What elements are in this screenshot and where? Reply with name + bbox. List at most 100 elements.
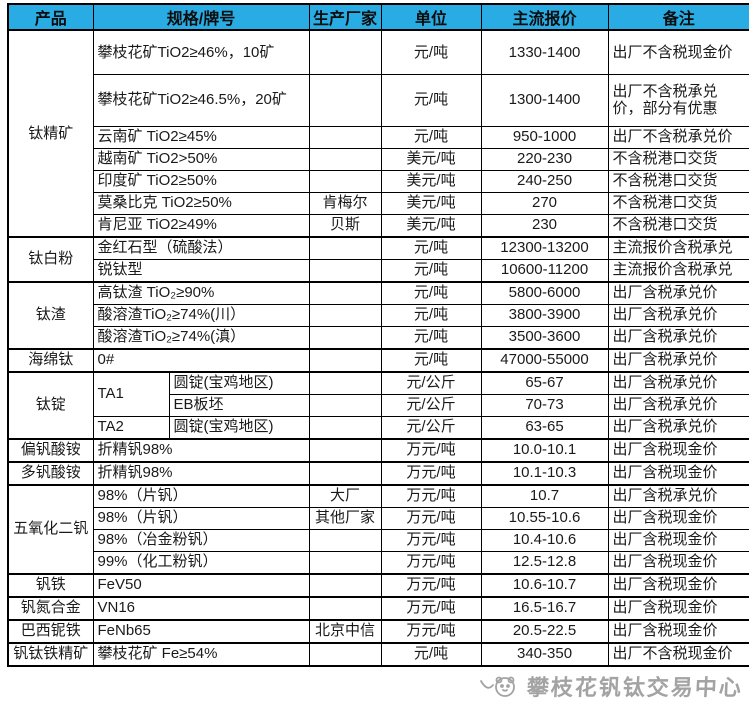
unit-cell: 美元/吨 xyxy=(380,191,482,215)
product-cell: 钒氮合金 xyxy=(7,595,94,620)
table-row: 钛白粉 金红石型（硫酸法） 元/吨 12300-13200 主流报价含税承兑 xyxy=(7,235,749,282)
price-cell: 10.0-10.1 xyxy=(480,437,609,462)
table-row: 锐钛型 元/吨 10600-11200 主流报价含税承兑 xyxy=(8,258,749,282)
table-row: 海绵钛 0# 元/吨 47000-55000 出厂含税承兑价 xyxy=(7,347,749,372)
price-cell: 65-67 xyxy=(480,370,609,395)
note-cell: 出厂含税承兑价 xyxy=(607,370,749,395)
price-cell: 230 xyxy=(480,213,609,237)
unit-cell: 元/吨 xyxy=(380,641,482,666)
spec-cell: 攀枝花矿 Fe≥54% xyxy=(92,641,310,666)
spec-shape-cell: 圆锭(宝鸡地区) xyxy=(168,415,310,439)
price-cell: 10.7 xyxy=(480,483,609,508)
manufacturer-cell xyxy=(308,528,382,552)
unit-cell: 元/吨 xyxy=(380,235,482,260)
spec-cell: 锐钛型 xyxy=(92,258,310,282)
unit-cell: 万元/吨 xyxy=(380,528,482,552)
unit-cell: 万元/吨 xyxy=(380,437,482,462)
table-row: 钒氮合金 VN16 万元/吨 16.5-16.7 出厂含税现金价 xyxy=(7,595,749,620)
manufacturer-cell xyxy=(308,235,382,260)
note-cell: 不含税港口交货 xyxy=(607,147,749,171)
price-cell: 1300-1400 xyxy=(480,73,609,127)
table-row: 巴西铌铁 FeNb65 北京中信 万元/吨 20.5-22.5 出厂含税现金价 xyxy=(7,618,749,643)
watermark-text: 攀枝花钒钛交易中心 xyxy=(526,674,744,700)
note-cell: 主流报价含税承兑 xyxy=(607,258,749,282)
manufacturer-cell xyxy=(308,325,382,349)
header-cell-spec: 规格/牌号 xyxy=(92,3,310,31)
unit-cell: 万元/吨 xyxy=(380,572,482,597)
product-cell: 钛白粉 xyxy=(7,235,94,282)
note-cell: 出厂含税承兑价 xyxy=(607,347,749,372)
manufacturer-cell xyxy=(308,393,382,417)
spec-cell: 攀枝花矿TiO2≥46%，10矿 xyxy=(92,29,310,75)
header-cell-unit: 单位 xyxy=(380,3,482,31)
note-cell: 出厂含税现金价 xyxy=(607,506,749,530)
product-cell: 钛渣 xyxy=(7,280,94,349)
manufacturer-cell xyxy=(308,125,382,149)
price-cell: 70-73 xyxy=(480,393,609,417)
price-cell: 220-230 xyxy=(480,147,609,171)
note-cell: 出厂含税承兑价 xyxy=(607,415,749,439)
price-cell: 12300-13200 xyxy=(480,235,609,260)
unit-cell: 万元/吨 xyxy=(380,595,482,620)
product-cell: 钒钛铁精矿 xyxy=(7,641,94,666)
table-row: 多钒酸铵 折精钒98% 万元/吨 10.1-10.3 出厂含税现金价 xyxy=(7,460,749,485)
unit-cell: 美元/吨 xyxy=(380,169,482,193)
manufacturer-cell: 北京中信 xyxy=(308,618,382,643)
manufacturer-cell xyxy=(308,415,382,439)
note-cell: 出厂含税承兑价 xyxy=(607,280,749,305)
unit-cell: 元/吨 xyxy=(380,258,482,282)
header-cell-note: 备注 xyxy=(607,3,749,31)
table-row: 钛锭 TA1 圆锭(宝鸡地区) 元/公斤 65-67 出厂含税承兑价 xyxy=(7,370,749,439)
manufacturer-cell: 肯梅尔 xyxy=(308,191,382,215)
table-row: 肯尼亚 TiO2≥49% 贝斯 美元/吨 230 不含税港口交货 xyxy=(8,213,749,237)
manufacturer-cell xyxy=(308,303,382,327)
price-cell: 1330-1400 xyxy=(480,29,609,75)
price-cell: 20.5-22.5 xyxy=(480,618,609,643)
product-cell: 海绵钛 xyxy=(7,347,94,372)
spec-cell: 越南矿 TiO2>50% xyxy=(92,147,310,171)
spec-grade-cell: TA1 xyxy=(92,370,170,417)
table-row: 钛渣 高钛渣 TiO₂≥90% 元/吨 5800-6000 出厂含税承兑价 xyxy=(7,280,749,349)
price-table: 产品 规格/牌号 生产厂家 单位 主流报价 备注 钛精矿 攀枝花矿TiO2≥46%… xyxy=(7,3,749,667)
manufacturer-cell: 其他厂家 xyxy=(308,506,382,530)
price-cell: 3800-3900 xyxy=(480,303,609,327)
price-cell: 5800-6000 xyxy=(480,280,609,305)
table-row: 酸溶渣TiO₂≥74%(滇） 元/吨 3500-3600 出厂含税承兑价 xyxy=(8,325,749,349)
manufacturer-cell xyxy=(308,29,382,75)
product-cell: 巴西铌铁 xyxy=(7,618,94,643)
unit-cell: 万元/吨 xyxy=(380,506,482,530)
price-cell: 16.5-16.7 xyxy=(480,595,609,620)
manufacturer-cell xyxy=(308,347,382,372)
price-cell: 63-65 xyxy=(480,415,609,439)
header-cell-price: 主流报价 xyxy=(480,3,609,31)
note-cell: 不含税港口交货 xyxy=(607,191,749,215)
header-cell-manufacturer: 生产厂家 xyxy=(308,3,382,31)
table-row: 五氧化二钒 98%（片钒） 大厂 万元/吨 10.7 出厂含税承兑价 xyxy=(7,483,749,574)
table-row: TA2 圆锭(宝鸡地区) 元/公斤 63-65 出厂含税承兑价 xyxy=(8,415,749,439)
note-cell: 出厂含税承兑价 xyxy=(607,303,749,327)
manufacturer-cell xyxy=(308,169,382,193)
table-row: 攀枝花矿TiO2≥46.5%，20矿 元/吨 1300-1400 出厂不含税承兑价，部… xyxy=(8,73,749,127)
price-cell: 950-1000 xyxy=(480,125,609,149)
unit-cell: 元/吨 xyxy=(380,29,482,75)
table-row: 钛精矿 攀枝花矿TiO2≥46%，10矿 元/吨 1330-1400 出厂不含税现金价 xyxy=(7,29,749,237)
spec-cell: VN16 xyxy=(92,595,310,620)
unit-cell: 元/吨 xyxy=(380,125,482,149)
product-cell: 多钒酸铵 xyxy=(7,460,94,485)
unit-cell: 元/吨 xyxy=(380,325,482,349)
product-cell: 钛精矿 xyxy=(7,29,94,237)
product-cell: 钛锭 xyxy=(7,370,94,439)
manufacturer-cell xyxy=(308,437,382,462)
unit-cell: 万元/吨 xyxy=(380,550,482,574)
table-row: 98%（片钒） 其他厂家 万元/吨 10.55-10.6 出厂含税现金价 xyxy=(8,506,749,530)
manufacturer-cell xyxy=(308,595,382,620)
table-row: 莫桑比克 TiO2≥50% 肯梅尔 美元/吨 270 不含税港口交货 xyxy=(8,191,749,215)
manufacturer-cell xyxy=(308,280,382,305)
spec-cell: 98%（片钒） xyxy=(92,483,310,508)
table-row: 99%（化工粉钒） 万元/吨 12.5-12.8 出厂含税现金价 xyxy=(8,550,749,574)
table-row: 偏钒酸铵 折精钒98% 万元/吨 10.0-10.1 出厂含税现金价 xyxy=(7,437,749,462)
unit-cell: 元/吨 xyxy=(380,347,482,372)
manufacturer-cell: 贝斯 xyxy=(308,213,382,237)
manufacturer-cell xyxy=(308,147,382,171)
note-cell: 出厂含税承兑价 xyxy=(607,325,749,349)
